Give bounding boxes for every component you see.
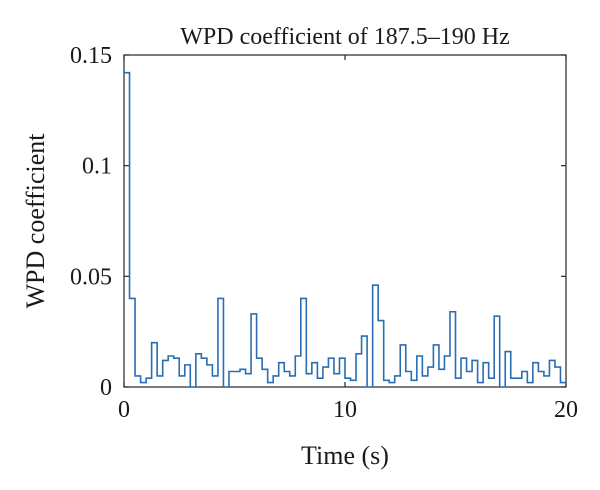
y-tick-label: 0.05 — [70, 264, 112, 290]
tick-labels: 0 10 20 0 0.05 0.1 0.15 — [70, 43, 578, 423]
x-tick-label: 20 — [554, 397, 578, 423]
series-line — [124, 71, 566, 388]
series-layer — [124, 71, 566, 388]
x-axis-label: Time (s) — [301, 441, 389, 470]
y-tick-label: 0.15 — [70, 43, 112, 69]
x-tick-label: 0 — [118, 397, 130, 423]
axis-ticks — [123, 54, 567, 388]
chart-title: WPD coefficient of 187.5–190 Hz — [180, 24, 509, 50]
y-tick-label: 0.1 — [82, 154, 112, 180]
y-tick-label: 0 — [100, 375, 112, 401]
y-axis-label: WPD coefficient — [21, 133, 50, 309]
x-tick-label: 10 — [333, 397, 357, 423]
